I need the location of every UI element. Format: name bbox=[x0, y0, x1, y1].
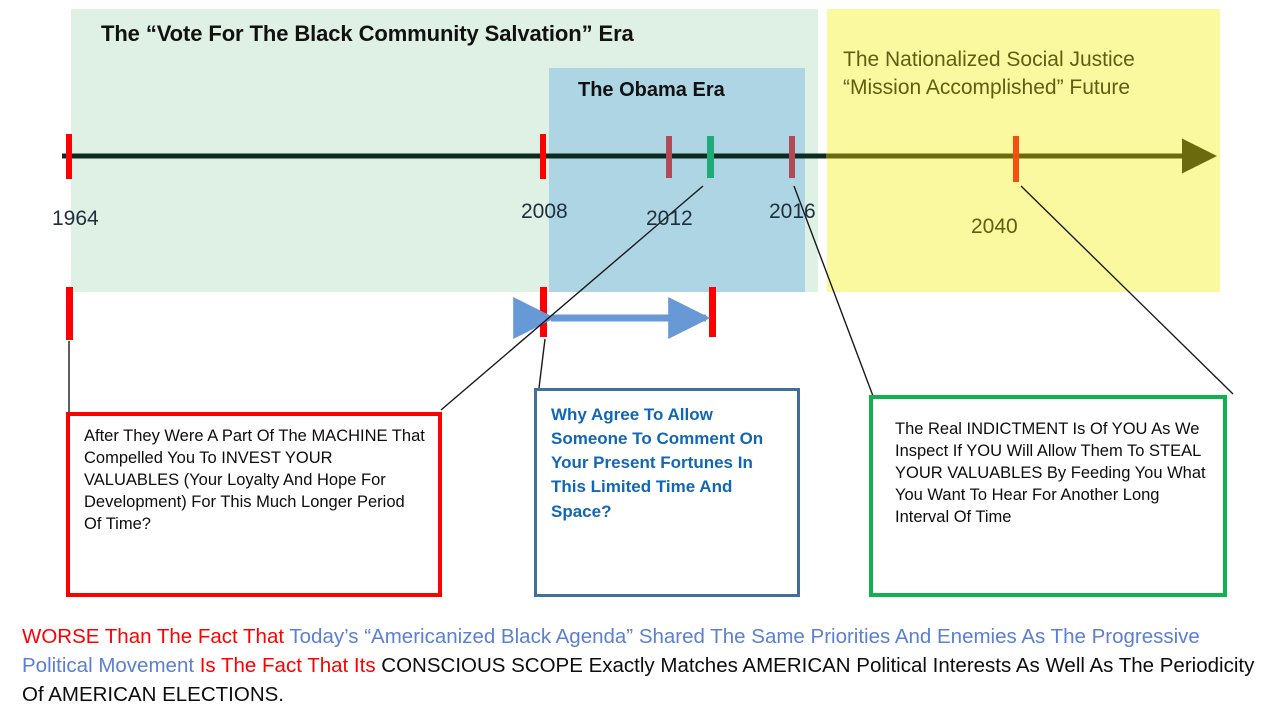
era-title-yellow: The Nationalized Social Justice “Mission… bbox=[843, 48, 1135, 100]
caption-segment-3: Is The Fact That Its bbox=[199, 654, 382, 678]
year-label-2016: 2016 bbox=[769, 200, 816, 223]
span-bar-left bbox=[540, 287, 547, 337]
era-title-obama: The Obama Era bbox=[578, 79, 725, 101]
year-label-2040: 2040 bbox=[971, 215, 1018, 238]
era-band-yellow bbox=[827, 9, 1220, 292]
connector-blue-callout-to-span bbox=[538, 338, 546, 389]
caption-segment-2: Today’s “Americanized Black Agenda” Shar… bbox=[22, 625, 1200, 678]
span-bar-right bbox=[709, 287, 716, 337]
callout-blue-text: Why Agree To Allow Someone To Comment On… bbox=[534, 388, 800, 597]
tick-1964 bbox=[66, 134, 72, 179]
era-band-obama bbox=[549, 68, 805, 292]
era-title-green: The “Vote For The Black Community Salvat… bbox=[101, 21, 634, 46]
tick-2040 bbox=[1013, 136, 1019, 182]
bottom-caption: WORSE Than The Fact That Today’s “Americ… bbox=[22, 622, 1262, 709]
tick-2016 bbox=[789, 136, 795, 178]
caption-segment-1: WORSE Than The Fact That bbox=[22, 625, 290, 648]
tick-green-midterm bbox=[707, 136, 714, 178]
callout-red-text: After They Were A Part Of The MACHINE Th… bbox=[66, 412, 442, 597]
connector-2040-to-green-callout bbox=[1020, 185, 1234, 395]
year-label-1964: 1964 bbox=[52, 207, 99, 230]
caption-segment-4: CONSCIOUS SCOPE Exactly Matches AMERICAN… bbox=[22, 654, 1255, 707]
connector-red-callout-to-axis bbox=[440, 185, 704, 411]
year-label-2008: 2008 bbox=[521, 200, 568, 223]
year-label-2012: 2012 bbox=[646, 207, 693, 230]
connector-2016-to-green-callout bbox=[793, 185, 874, 397]
callout-green-text: The Real INDICTMENT Is Of YOU As We Insp… bbox=[869, 395, 1227, 597]
tick-2008 bbox=[540, 134, 546, 179]
span-bar-1964 bbox=[66, 287, 73, 340]
tick-2012 bbox=[666, 136, 672, 178]
